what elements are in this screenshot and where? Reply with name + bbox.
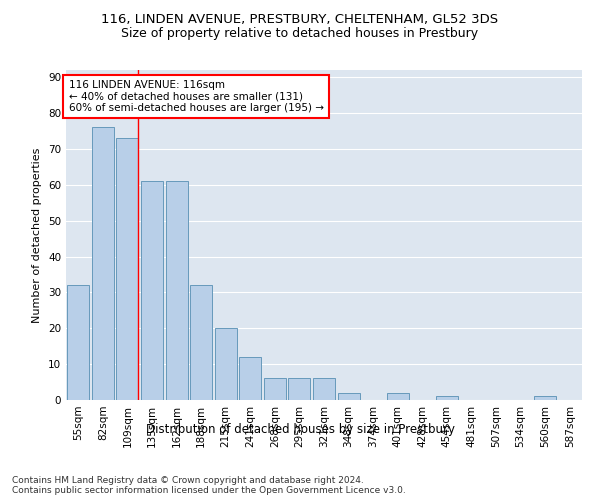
Bar <box>338 393 359 400</box>
Bar <box>436 396 458 400</box>
Bar <box>92 128 114 400</box>
Text: 116, LINDEN AVENUE, PRESTBURY, CHELTENHAM, GL52 3DS: 116, LINDEN AVENUE, PRESTBURY, CHELTENHA… <box>101 12 499 26</box>
Y-axis label: Number of detached properties: Number of detached properties <box>32 148 43 322</box>
Bar <box>534 396 556 400</box>
Bar <box>289 378 310 400</box>
Bar <box>313 378 335 400</box>
Text: 116 LINDEN AVENUE: 116sqm
← 40% of detached houses are smaller (131)
60% of semi: 116 LINDEN AVENUE: 116sqm ← 40% of detac… <box>68 80 323 113</box>
Bar <box>116 138 139 400</box>
Bar <box>190 285 212 400</box>
Bar <box>67 285 89 400</box>
Bar <box>386 393 409 400</box>
Bar <box>215 328 237 400</box>
Text: Size of property relative to detached houses in Prestbury: Size of property relative to detached ho… <box>121 28 479 40</box>
Bar <box>141 181 163 400</box>
Text: Distribution of detached houses by size in Prestbury: Distribution of detached houses by size … <box>146 422 455 436</box>
Bar <box>264 378 286 400</box>
Bar <box>166 181 188 400</box>
Bar <box>239 357 262 400</box>
Text: Contains HM Land Registry data © Crown copyright and database right 2024.
Contai: Contains HM Land Registry data © Crown c… <box>12 476 406 495</box>
